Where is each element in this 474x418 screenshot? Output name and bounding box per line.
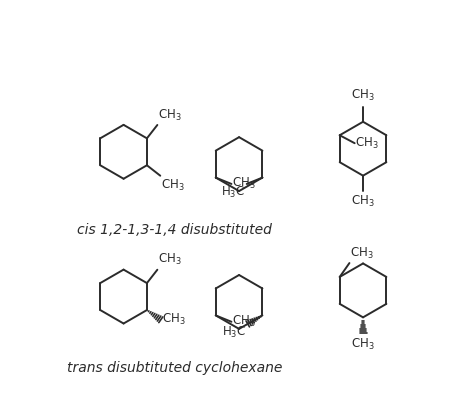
Text: CH$_3$: CH$_3$	[232, 314, 256, 329]
Text: CH$_3$: CH$_3$	[350, 246, 374, 261]
Text: H$_3$C: H$_3$C	[221, 185, 245, 200]
Text: CH$_3$: CH$_3$	[232, 176, 256, 191]
Text: CH$_3$: CH$_3$	[158, 252, 182, 268]
Text: CH$_3$: CH$_3$	[158, 107, 182, 122]
Text: CH$_3$: CH$_3$	[162, 312, 185, 327]
Text: CH$_3$: CH$_3$	[161, 178, 185, 193]
Text: CH$_3$: CH$_3$	[351, 194, 375, 209]
Text: cis 1,2-1,3-1,4 disubstituted: cis 1,2-1,3-1,4 disubstituted	[77, 222, 272, 237]
Text: CH$_3$: CH$_3$	[351, 88, 375, 103]
Text: CH$_3$: CH$_3$	[351, 336, 375, 352]
Text: CH$_3$: CH$_3$	[356, 136, 379, 151]
Text: trans disubtituted cyclohexane: trans disubtituted cyclohexane	[67, 361, 282, 375]
Text: H$_3$C: H$_3$C	[222, 325, 246, 340]
